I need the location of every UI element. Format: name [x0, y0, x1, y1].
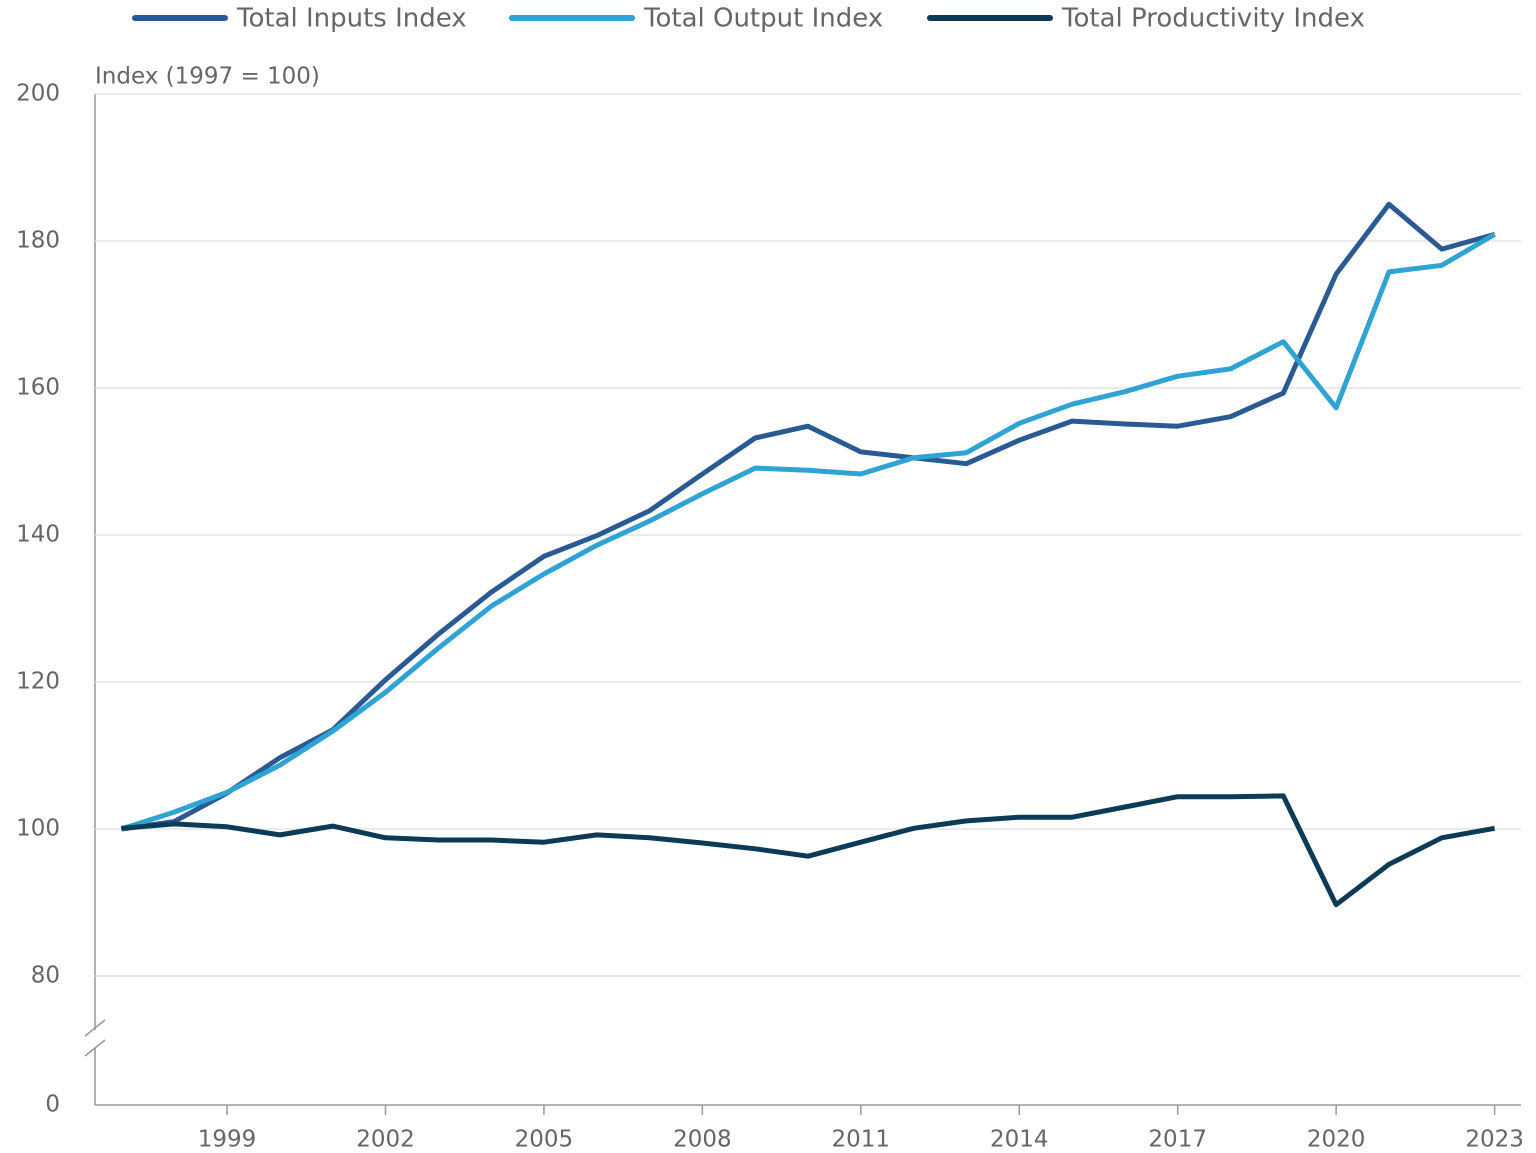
y-tick-label: 140	[16, 522, 60, 548]
axis-break	[84, 1039, 106, 1057]
y-tick-label: 160	[16, 375, 60, 401]
y-tick-label: 100	[16, 816, 60, 842]
axis-break	[84, 1019, 106, 1037]
x-tick-label: 2005	[515, 1127, 574, 1153]
x-tick-label: 2020	[1307, 1127, 1366, 1153]
legend-label: Total Productivity Index	[1061, 4, 1365, 34]
y-tick-label: 0	[45, 1092, 60, 1118]
x-tick-label: 2017	[1148, 1127, 1207, 1153]
x-tick-label: 2011	[832, 1127, 891, 1153]
x-tick-label: 2008	[673, 1127, 732, 1153]
x-tick-label: 2014	[990, 1127, 1049, 1153]
series-line	[121, 793, 1496, 908]
y-tick-label: 200	[16, 81, 60, 107]
series-line	[120, 232, 1496, 832]
legend-label: Total Inputs Index	[236, 4, 467, 34]
series-line	[121, 201, 1496, 832]
x-tick-label: 2002	[356, 1127, 415, 1153]
y-tick-label: 120	[16, 669, 60, 695]
y-axis-label: Index (1997 = 100)	[95, 64, 320, 90]
y-tick-label: 80	[31, 963, 60, 989]
y-tick-label: 180	[16, 228, 60, 254]
x-tick-label: 2023	[1465, 1127, 1524, 1153]
legend-label: Total Output Index	[643, 4, 883, 34]
x-tick-label: 1999	[198, 1127, 257, 1153]
